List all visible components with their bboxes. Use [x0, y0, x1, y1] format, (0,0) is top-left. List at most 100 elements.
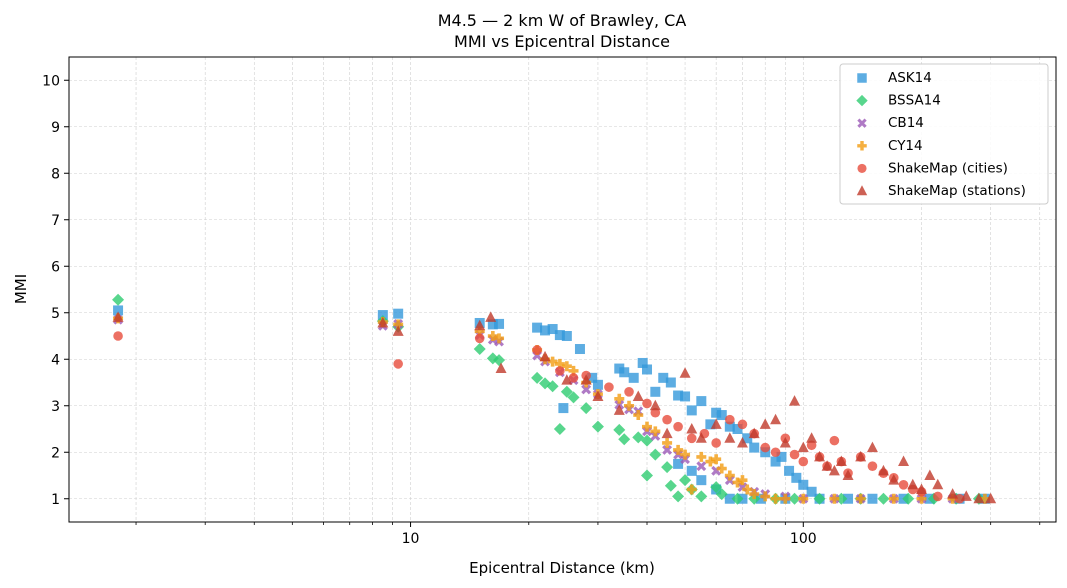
point-ask14 [696, 396, 707, 407]
point-ask14 [561, 331, 572, 341]
point-shakemap-cities [532, 345, 542, 355]
point-ask14 [680, 391, 691, 402]
point-shakemap-stations [736, 436, 748, 448]
point-bssa14 [591, 420, 604, 433]
legend-box [839, 63, 1049, 205]
y-tick-label: 6 [51, 259, 60, 275]
point-ask14 [540, 325, 551, 336]
y-axis-label: MMI [12, 274, 30, 304]
point-shakemap-stations [932, 478, 944, 490]
point-ask14 [377, 310, 388, 321]
point-ask14 [686, 405, 697, 416]
point-shakemap-cities [954, 493, 965, 504]
point-shakemap-stations [947, 488, 959, 499]
legend-label-cy14: CY14 [888, 138, 923, 154]
point-bssa14 [580, 402, 593, 415]
point-cy14 [855, 493, 866, 504]
point-bssa14 [641, 469, 654, 482]
point-shakemap-stations [821, 460, 833, 471]
point-ask14 [732, 424, 743, 434]
point-ask14 [628, 372, 639, 383]
point-shakemap-stations [842, 469, 854, 480]
point-cy14 [547, 356, 558, 367]
point-shakemap-stations [724, 432, 736, 443]
y-tick-label: 1 [51, 492, 60, 508]
point-ask14 [696, 475, 707, 486]
point-ask14 [393, 308, 404, 319]
point-ask14 [554, 330, 565, 341]
point-ask14 [637, 357, 648, 368]
point-cy14 [642, 421, 653, 432]
point-ask14 [705, 419, 716, 430]
point-ask14 [784, 465, 795, 476]
point-shakemap-cities [474, 333, 485, 344]
point-cy14 [780, 493, 791, 504]
point-shakemap-stations [797, 441, 809, 453]
point-bssa14 [679, 474, 692, 487]
point-ask14 [574, 344, 585, 355]
point-shakemap-stations [898, 455, 910, 467]
point-bssa14 [613, 423, 626, 436]
point-cy14 [662, 437, 673, 448]
point-shakemap-stations [661, 427, 673, 439]
point-cy14 [770, 493, 781, 504]
point-ask14 [487, 319, 498, 330]
point-shakemap-cities [650, 407, 661, 418]
point-bssa14 [661, 461, 674, 474]
point-cy14 [737, 475, 748, 486]
point-shakemap-stations [960, 490, 972, 501]
chart-title: M4.5 — 2 km W of Brawley, CA [438, 11, 687, 30]
point-shakemap-cities [770, 447, 781, 458]
point-shakemap-stations [679, 367, 691, 378]
y-tick-label: 3 [51, 399, 60, 415]
point-shakemap-stations [779, 436, 791, 448]
point-bssa14 [493, 354, 506, 367]
point-ask14 [711, 407, 722, 418]
point-shakemap-stations [539, 350, 551, 362]
point-bssa14 [560, 385, 573, 398]
point-shakemap-stations [907, 478, 919, 490]
point-shakemap-cities [642, 398, 652, 409]
point-shakemap-cities [806, 440, 817, 451]
point-bssa14 [553, 423, 566, 435]
point-shakemap-cities [555, 366, 565, 376]
point-ask14 [755, 493, 766, 504]
point-cy14 [633, 410, 644, 421]
point-bssa14 [664, 479, 677, 492]
y-tick-label: 9 [51, 120, 60, 136]
point-bssa14 [731, 492, 744, 505]
point-cy14 [614, 393, 625, 404]
point-shakemap-stations [835, 455, 847, 467]
point-cy14 [624, 400, 635, 411]
point-shakemap-stations [770, 413, 782, 425]
legend-label-shakemap-stations: ShakeMap (stations) [888, 183, 1026, 199]
legend: ASK14 BSSA14 CB14 CY14 ShakeMap (cities) Shak… [839, 63, 1049, 205]
y-tick-label: 10 [42, 73, 60, 89]
point-cy14 [888, 493, 899, 504]
point-bssa14 [695, 490, 708, 503]
point-shakemap-stations [613, 404, 625, 415]
point-ask14 [532, 322, 543, 333]
point-bssa14 [632, 431, 645, 444]
point-ask14 [658, 372, 669, 383]
point-ask14 [587, 372, 598, 383]
point-shakemap-stations [855, 450, 867, 462]
point-cy14 [705, 456, 716, 467]
point-ask14 [665, 377, 676, 388]
point-shakemap-stations [710, 418, 722, 429]
point-cb14 [662, 444, 673, 455]
point-ask14 [798, 479, 809, 490]
point-ask14 [749, 442, 760, 453]
point-shakemap-stations [580, 374, 592, 385]
point-shakemap-cities [932, 491, 943, 502]
point-bssa14 [567, 391, 580, 404]
point-shakemap-stations [495, 362, 507, 374]
point-shakemap-stations [985, 492, 997, 504]
point-cy14 [798, 493, 809, 504]
point-shakemap-cities [798, 456, 809, 467]
point-shakemap-cities [760, 442, 771, 453]
point-bssa14 [902, 492, 915, 505]
point-bssa14 [112, 293, 125, 306]
point-ask14 [113, 305, 124, 316]
point-shakemap-cities [737, 419, 748, 430]
